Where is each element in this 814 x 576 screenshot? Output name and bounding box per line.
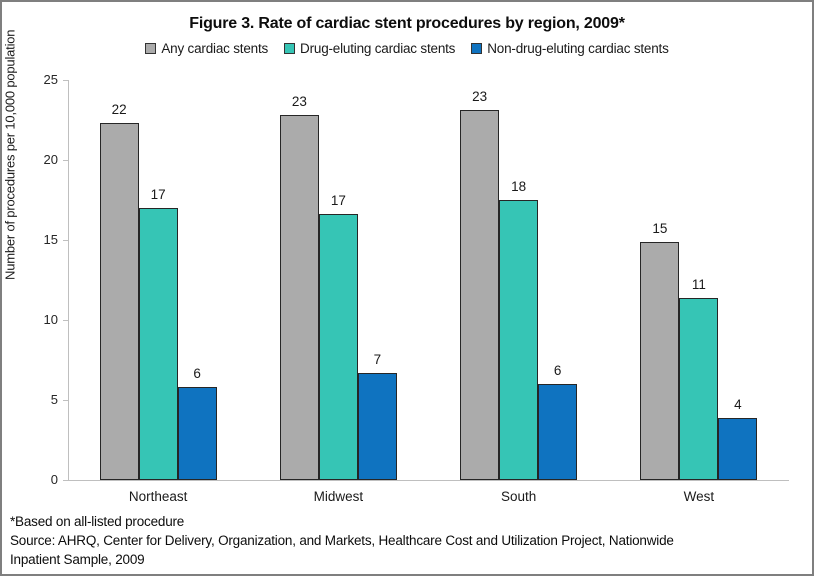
bar-value-label: 17: [330, 193, 346, 209]
bar: [138, 208, 178, 480]
bar-value-label: 22: [111, 102, 127, 118]
bar: [718, 417, 758, 480]
bar-value-label: 7: [373, 351, 382, 367]
category-label: Midwest: [313, 489, 364, 504]
footnote-asterisk: *Based on all-listed procedure: [10, 514, 185, 529]
y-tick-label: 20: [43, 152, 58, 167]
bar: [538, 384, 578, 480]
category-label: Northeast: [128, 489, 188, 504]
y-tick-label: 5: [50, 392, 58, 407]
y-axis-title: Number of procedures per 10,000 populati…: [2, 29, 18, 280]
bar-value-label: 15: [652, 220, 668, 236]
bar: [640, 241, 680, 480]
legend-label: Non-drug-eluting cardiac stents: [487, 41, 669, 56]
bar: [177, 387, 217, 480]
legend-item: Any cardiac stents: [145, 41, 268, 56]
bar: [279, 115, 319, 480]
legend-swatch-icon: [145, 43, 157, 54]
bar: [460, 110, 500, 480]
legend-item: Drug-eluting cardiac stents: [284, 41, 455, 56]
source-note-line-1: Source: AHRQ, Center for Delivery, Organ…: [10, 533, 674, 548]
y-tick-label: 0: [50, 472, 58, 487]
legend-swatch-icon: [284, 43, 296, 54]
x-axis-line: [68, 480, 789, 481]
y-axis-line: [68, 80, 69, 480]
bar-value-label: 4: [734, 396, 742, 412]
legend-item: Non-drug-eluting cardiac stents: [471, 41, 669, 56]
y-tick-mark: [63, 400, 68, 401]
y-tick-mark: [63, 160, 68, 161]
y-tick-label: 10: [43, 312, 58, 327]
bar: [679, 297, 719, 480]
bar-value-label: 18: [511, 179, 527, 194]
bar-value-label: 11: [691, 276, 706, 292]
category-label: West: [683, 489, 715, 504]
footer: *Based on all-listed procedure Source: A…: [10, 512, 806, 569]
bar: [99, 123, 139, 480]
y-tick-label: 15: [43, 232, 58, 247]
y-tick-mark: [63, 80, 68, 81]
y-tick-mark: [63, 480, 68, 481]
category-label: South: [500, 489, 537, 504]
bar-value-label: 6: [193, 366, 201, 382]
bar-value-label: 17: [150, 187, 166, 202]
bar-value-label: 6: [553, 363, 562, 378]
bar: [318, 214, 358, 480]
legend-label: Any cardiac stents: [161, 41, 269, 56]
bar-value-label: 23: [472, 89, 488, 105]
bar: [499, 200, 539, 480]
chart-title: Figure 3. Rate of cardiac stent procedur…: [189, 15, 625, 32]
legend-swatch-icon: [471, 43, 483, 54]
legend: Any cardiac stents Drug-eluting cardiac s…: [2, 41, 812, 56]
y-tick-label: 25: [43, 72, 58, 87]
bar: [357, 372, 397, 480]
source-note-line-2: Inpatient Sample, 2009: [10, 552, 145, 567]
bar-value-label: 23: [291, 94, 307, 110]
legend-label: Drug-eluting cardiac stents: [300, 41, 456, 56]
y-tick-mark: [63, 320, 68, 321]
y-tick-mark: [63, 240, 68, 241]
